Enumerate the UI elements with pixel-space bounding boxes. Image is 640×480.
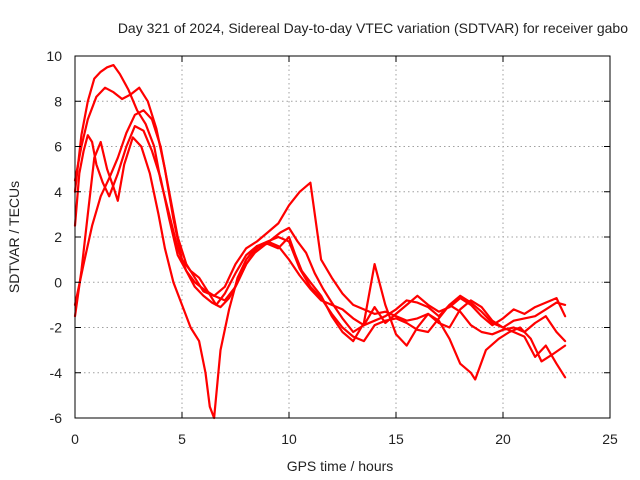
y-tick-label: 4 [54, 184, 62, 200]
x-tick-label: 5 [178, 431, 186, 447]
x-tick-label: 20 [495, 431, 511, 447]
x-tick-label: 10 [281, 431, 297, 447]
x-tick-label: 25 [602, 431, 618, 447]
series-track-1 [73, 63, 567, 329]
series-track-3 [73, 109, 567, 379]
series-track-5 [73, 124, 567, 334]
y-tick-label: -2 [50, 320, 63, 336]
grid-lines [75, 56, 610, 418]
y-tick-label: 8 [54, 93, 62, 109]
y-tick-label: 6 [54, 139, 62, 155]
chart-title: Day 321 of 2024, Sidereal Day-to-day VTE… [118, 20, 628, 36]
y-tick-label: 10 [46, 48, 62, 64]
y-tick-label: 2 [54, 229, 62, 245]
data-series [73, 63, 567, 420]
axis-ticks: 0 5 10 15 20 25 -6 -4 -2 0 2 4 6 8 10 [46, 48, 618, 447]
y-tick-label: -4 [50, 365, 63, 381]
y-tick-label: 0 [54, 274, 62, 290]
y-axis-label: SDTVAR / TECUs [6, 181, 22, 293]
y-tick-label: -6 [50, 410, 63, 426]
series-track-4 [73, 136, 567, 420]
series-track-2 [73, 86, 567, 343]
x-tick-label: 15 [388, 431, 404, 447]
x-axis-label: GPS time / hours [287, 458, 394, 474]
x-tick-label: 0 [71, 431, 79, 447]
